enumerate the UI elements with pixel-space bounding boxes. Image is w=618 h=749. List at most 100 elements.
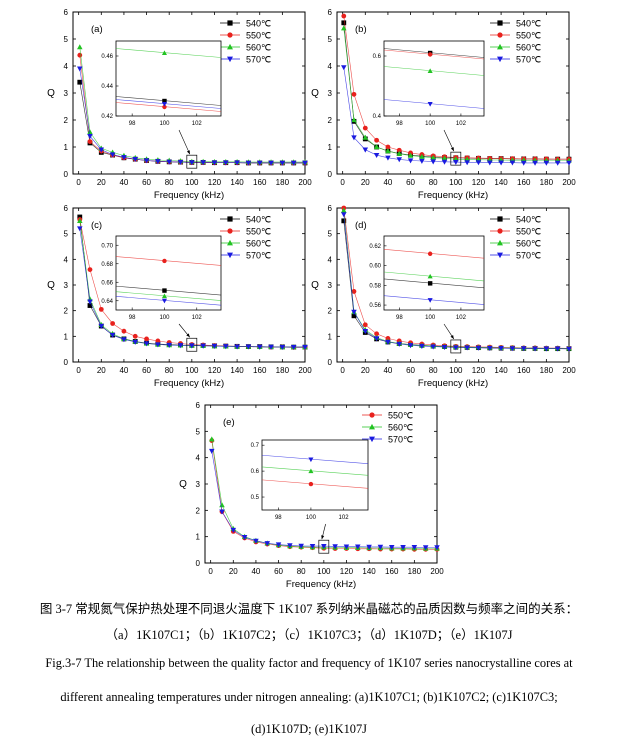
- y-tick-label: 5: [196, 427, 201, 436]
- data-point: [411, 545, 418, 551]
- data-point: [407, 343, 414, 349]
- inset-x-tick-label: 98: [129, 315, 136, 321]
- x-tick-label: 120: [472, 178, 486, 187]
- inset-x-tick-label: 100: [306, 515, 317, 521]
- zoom-arrow: [443, 129, 455, 152]
- x-tick-label: 40: [383, 366, 392, 375]
- data-point: [245, 344, 252, 350]
- inset-series-line: [383, 249, 485, 259]
- y-tick-label: 6: [196, 401, 201, 410]
- data-point: [385, 144, 391, 150]
- x-tick-label: 20: [361, 366, 370, 375]
- x-tick-label: 180: [540, 366, 554, 375]
- caption-cn-line1: 图 3-7 常规氮气保护热处理不同退火温度下 1K107 系列纳米晶磁芯的品质因…: [39, 602, 579, 616]
- legend-label: 540℃: [516, 19, 541, 29]
- x-tick-label: 180: [540, 178, 554, 187]
- data-point: [98, 323, 105, 329]
- data-point: [422, 545, 429, 551]
- data-point: [351, 289, 357, 294]
- data-point: [498, 345, 504, 352]
- data-point: [189, 160, 195, 166]
- inset-y-tick-label: 0.6: [373, 54, 382, 60]
- data-point: [475, 345, 482, 351]
- y-tick-label: 3: [196, 480, 201, 489]
- inset-series-line: [115, 102, 222, 112]
- y-tick-label: 6: [64, 8, 69, 17]
- inset-data-point: [308, 481, 314, 487]
- inset-x-tick-label: 102: [192, 315, 203, 321]
- x-tick-label: 200: [562, 366, 576, 375]
- zoom-arrow-head: [450, 335, 454, 339]
- data-point: [400, 545, 406, 551]
- x-tick-label: 180: [408, 567, 422, 576]
- data-point: [98, 306, 104, 312]
- data-point: [341, 212, 347, 218]
- data-point: [87, 303, 93, 308]
- data-point: [385, 339, 391, 345]
- x-tick-label: 20: [97, 178, 106, 187]
- data-point: [385, 148, 391, 154]
- data-point: [264, 541, 271, 547]
- inset-series-line: [383, 99, 485, 109]
- legend-label: 550℃: [516, 227, 541, 237]
- data-point: [396, 147, 402, 153]
- inset-y-tick-label: 0.6: [251, 469, 260, 475]
- x-tick-label: 40: [383, 178, 392, 187]
- data-point: [189, 343, 195, 349]
- data-point: [441, 344, 448, 350]
- legend-label: 540℃: [516, 215, 541, 225]
- inset-series-line: [115, 256, 222, 266]
- x-tick-label: 80: [165, 366, 174, 375]
- data-point: [132, 156, 139, 163]
- legend-marker: [497, 43, 503, 50]
- inset-data-point: [162, 258, 167, 264]
- y-tick-label: 1: [328, 332, 333, 341]
- x-tick-label: 160: [253, 366, 267, 375]
- inset-frame: [383, 235, 485, 311]
- y-tick-label: 3: [328, 281, 333, 290]
- legend-marker: [497, 239, 503, 246]
- inset-data-point: [162, 288, 167, 293]
- data-point: [321, 543, 327, 550]
- x-tick-label: 140: [230, 178, 244, 187]
- y-tick-label: 0: [328, 358, 333, 367]
- data-point: [341, 25, 347, 31]
- data-point: [77, 226, 83, 232]
- inset-x-tick-label: 102: [456, 121, 467, 127]
- x-tick-label: 140: [230, 366, 244, 375]
- data-point: [430, 154, 436, 160]
- data-point: [343, 544, 350, 550]
- panel-label: (c): [91, 220, 102, 231]
- data-point: [419, 153, 425, 159]
- data-point: [341, 13, 347, 19]
- y-tick-label: 3: [64, 281, 69, 290]
- x-tick-label: 60: [406, 366, 415, 375]
- data-point: [388, 545, 395, 551]
- data-point: [373, 336, 380, 342]
- data-point: [385, 335, 391, 341]
- y-tick-label: 4: [64, 62, 69, 71]
- data-point: [234, 344, 240, 350]
- data-point: [509, 346, 516, 352]
- x-tick-label: 20: [97, 366, 106, 375]
- inset-frame: [115, 40, 222, 117]
- data-point: [253, 538, 259, 544]
- data-point: [362, 147, 369, 153]
- inset-y-tick-label: 0.42: [101, 114, 113, 120]
- data-point: [177, 159, 184, 165]
- data-point: [209, 436, 215, 442]
- data-point: [87, 299, 93, 305]
- data-point: [77, 79, 83, 85]
- inset-x-tick-label: 100: [159, 121, 170, 127]
- x-tick-label: 180: [276, 366, 290, 375]
- inset-x-tick-label: 100: [425, 121, 436, 127]
- chart-panel: 0 20 40 60 80 100 120 140 160 180 200 0 1 2 3 4 5 6 Freque…: [47, 8, 312, 201]
- data-point: [498, 160, 504, 166]
- y-axis-label: Q: [311, 88, 319, 99]
- inset-series-line: [383, 271, 485, 282]
- inset-x-tick-label: 98: [275, 515, 282, 521]
- zoom-box: [318, 539, 330, 554]
- inset-data-point: [308, 457, 314, 463]
- inset-y-tick-label: 0.7: [251, 443, 260, 449]
- data-point: [373, 152, 380, 158]
